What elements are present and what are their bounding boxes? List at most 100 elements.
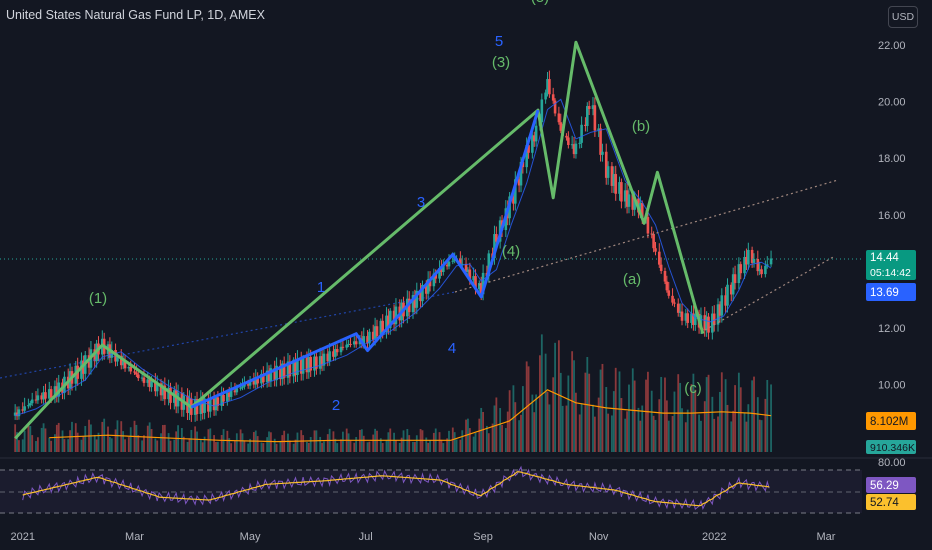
countdown-label: 05:14:42 [870,267,911,279]
volume-bar [448,430,450,452]
volume-bar [588,373,591,452]
volume-bar [307,442,310,452]
volume-bar [309,437,312,452]
candle-body [438,268,441,279]
candle-body [720,295,724,316]
volume-bar [167,433,170,452]
candle-body [201,398,205,413]
candle-body [614,174,618,194]
volume-bar [182,436,185,452]
candle-body [540,99,544,123]
volume-bar [601,363,604,452]
candle-body [618,182,621,194]
candle-body [288,361,292,377]
volume-bar [607,413,610,452]
volume-bar [395,440,397,452]
currency-button[interactable]: USD [888,6,918,28]
candle-body [565,135,568,138]
time-tick-label: Mar [125,531,144,543]
candle-body [275,365,278,381]
wave-label: 4 [448,340,456,357]
candle-body [334,349,337,357]
last-price-tag-bg [866,250,916,280]
volume-bar [36,437,39,452]
candle-body [591,105,595,110]
volume-bar [593,416,596,452]
volume-bar [40,427,43,452]
candle-body [169,387,172,403]
volume-bar [199,439,202,452]
volume-bar [196,431,198,452]
candle-body [286,361,290,378]
volume-bar [472,436,475,452]
candle-body [601,151,604,155]
candle-body [265,370,269,383]
wave-label: 2 [332,397,340,414]
candle-body [415,290,419,308]
price-tick-label: 22.00 [878,40,906,52]
volume-bar [228,438,231,452]
candle-body [413,295,417,308]
candle-body [233,390,237,393]
candle-body [21,409,25,411]
candle-body [532,135,536,142]
volume-bar [67,439,70,452]
volume-bar [162,425,164,452]
candle-body [640,202,644,219]
price-tick-label: 20.00 [878,97,906,109]
volume-bar [491,423,494,452]
volume-bar [120,421,123,452]
candle-body [551,94,555,101]
candle-body [282,363,286,378]
candle-body [468,269,472,281]
volume-bar [459,439,462,452]
candle-body [460,263,464,265]
candle-body [421,284,424,302]
volume-bar [660,376,663,452]
volume-bar [294,439,297,452]
volume-bar [652,415,655,452]
volume-bar [408,435,411,452]
candle-body [241,386,244,388]
volume-bar [686,409,689,452]
volume-label-bg [866,440,916,454]
volume-bar [766,379,769,452]
candle-body [256,377,259,384]
volume-bar [201,442,204,452]
volume-bar [681,408,683,452]
volume-bar [160,433,162,452]
volume-bar [745,421,748,452]
candle-body [587,106,591,110]
volume-bar [114,429,117,452]
volume-bar [432,432,435,452]
candle-body [493,234,496,259]
wave-label: (a) [623,271,641,288]
candle-body [345,344,348,348]
wave-label: 1 [317,279,325,296]
candle-body [690,313,693,323]
volume-bar [605,386,608,452]
rsi-line [22,465,770,510]
volume-bar [279,441,282,452]
candle-body [309,357,312,371]
candle-body [479,283,483,295]
volume-bar [107,426,109,452]
volume-bar [63,439,66,452]
candle-body [517,179,521,186]
candle-body [525,145,528,168]
volume-bar [129,427,132,452]
candle-body [623,190,627,202]
volume-bar [446,438,449,452]
volume-bar [256,436,259,452]
volume-bar [355,437,358,452]
wave-label: (3) [492,54,510,71]
volume-bar [628,384,630,452]
volume-bar [700,420,702,452]
volume-bar [485,425,488,452]
volume-label: 910.346K [870,442,915,454]
candle-body [40,395,43,400]
candle-body [447,261,451,267]
candle-body [352,341,356,345]
candle-body [442,264,445,272]
